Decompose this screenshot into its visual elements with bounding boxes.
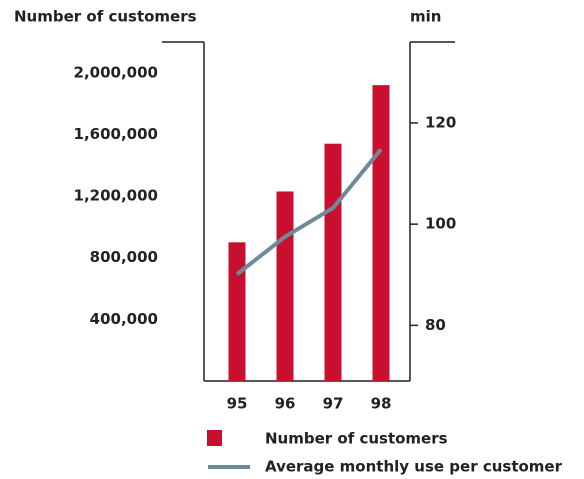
y-tick-label: 2,000,000 (74, 63, 158, 81)
x-tick-label: 98 (371, 395, 392, 413)
y2-tick-label: 100 (425, 215, 456, 233)
legend-label: Number of customers (265, 430, 448, 448)
legend-swatch (207, 430, 222, 446)
legend-label: Average monthly use per customer (265, 458, 563, 476)
y-tick-label: 400,000 (90, 310, 158, 328)
y2-axis-title: min (410, 8, 441, 26)
bar (372, 85, 390, 382)
x-tick-label: 95 (227, 395, 248, 413)
x-tick-label: 96 (275, 395, 296, 413)
y-axis-title: Number of customers (14, 8, 197, 26)
y-tick-label: 1,600,000 (74, 125, 158, 143)
bar (276, 191, 294, 381)
bar (324, 143, 342, 381)
x-tick-label: 97 (323, 395, 344, 413)
y-tick-label: 800,000 (90, 248, 158, 266)
line (235, 147, 383, 276)
bar (228, 242, 246, 381)
y-tick-label: 1,200,000 (74, 187, 158, 205)
y2-tick-label: 80 (425, 316, 446, 334)
y2-tick-label: 120 (425, 113, 456, 131)
